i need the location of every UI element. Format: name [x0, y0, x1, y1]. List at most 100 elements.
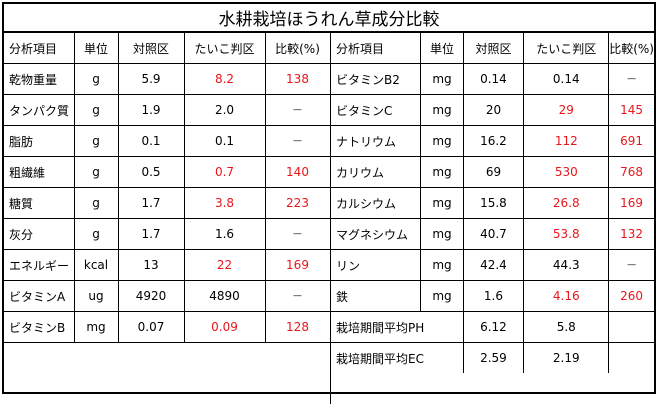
header-unit: 単位 — [74, 33, 118, 64]
unit-cell: mg — [421, 250, 463, 281]
control-value: 0.5 — [118, 157, 184, 188]
item-name: ナトリウム — [331, 126, 421, 157]
taiko-value: 8.2 — [184, 64, 265, 95]
control-value: 16.2 — [463, 126, 524, 157]
item-name: タンパク質 — [4, 95, 74, 126]
item-name: カルシウム — [331, 188, 421, 219]
ratio-value: 169 — [609, 188, 654, 219]
unit-cell: kcal — [74, 250, 118, 281]
unit-cell: g — [74, 126, 118, 157]
header-row: 分析項目 単位 対照区 たいこ判区 比較(%) — [4, 33, 330, 64]
header-ratio: 比較(%) — [265, 33, 330, 64]
header-unit: 単位 — [421, 33, 463, 64]
ratio-value: 145 — [609, 95, 654, 126]
item-name: 粗繊維 — [4, 157, 74, 188]
ratio-value: 260 — [609, 281, 654, 312]
table-title: 水耕栽培ほうれん草成分比較 — [4, 4, 654, 32]
unit-cell: g — [74, 64, 118, 95]
unit-cell: mg — [421, 126, 463, 157]
header-row: 分析項目 単位 対照区 たいこ判区 比較(%) — [331, 33, 655, 64]
header-taiko: たいこ判区 — [524, 33, 609, 64]
item-name: ビタミンB — [4, 312, 74, 343]
blank-cell — [4, 343, 330, 404]
ratio-value: 128 — [265, 312, 330, 343]
ratio-value — [609, 343, 654, 374]
taiko-value: 44.3 — [524, 250, 609, 281]
header-item: 分析項目 — [331, 33, 421, 64]
header-ratio: 比較(%) — [609, 33, 654, 64]
item-name: 糖質 — [4, 188, 74, 219]
ratio-value — [609, 312, 654, 343]
control-value: 1.6 — [463, 281, 524, 312]
ratio-value: — — [265, 95, 330, 126]
ratio-value: 140 — [265, 157, 330, 188]
item-name: 栽培期間平均EC — [331, 343, 464, 374]
ratio-value: 223 — [265, 188, 330, 219]
header-control: 対照区 — [118, 33, 184, 64]
control-value: 6.12 — [463, 312, 524, 343]
taiko-value: 1.6 — [184, 219, 265, 250]
taiko-value: 2.19 — [524, 343, 609, 374]
taiko-value: 3.8 — [184, 188, 265, 219]
item-name: エネルギー — [4, 250, 74, 281]
unit-cell: g — [74, 95, 118, 126]
taiko-value: 26.8 — [524, 188, 609, 219]
unit-cell: g — [74, 157, 118, 188]
control-value: 4920 — [118, 281, 184, 312]
control-value: 69 — [463, 157, 524, 188]
control-value: 40.7 — [463, 219, 524, 250]
taiko-value: 53.8 — [524, 219, 609, 250]
item-name: 栽培期間平均PH — [331, 312, 464, 343]
header-item: 分析項目 — [4, 33, 74, 64]
control-value: 13 — [118, 250, 184, 281]
ratio-value: 169 — [265, 250, 330, 281]
item-name: リン — [331, 250, 421, 281]
taiko-value: 530 — [524, 157, 609, 188]
item-name: 灰分 — [4, 219, 74, 250]
unit-cell: g — [74, 219, 118, 250]
control-value: 0.1 — [118, 126, 184, 157]
item-name: マグネシウム — [331, 219, 421, 250]
control-value: 5.9 — [118, 64, 184, 95]
control-value: 1.7 — [118, 188, 184, 219]
control-value: 0.07 — [118, 312, 184, 343]
item-name: 乾物重量 — [4, 64, 74, 95]
unit-cell: mg — [421, 188, 463, 219]
taiko-value: 4.16 — [524, 281, 609, 312]
control-value: 20 — [463, 95, 524, 126]
item-name: ビタミンC — [331, 95, 421, 126]
ratio-value: 138 — [265, 64, 330, 95]
item-name: 脂肪 — [4, 126, 74, 157]
unit-cell: mg — [421, 95, 463, 126]
control-value: 42.4 — [463, 250, 524, 281]
unit-cell: mg — [421, 64, 463, 95]
taiko-value: 4890 — [184, 281, 265, 312]
control-value: 15.8 — [463, 188, 524, 219]
control-value: 2.59 — [463, 343, 524, 374]
unit-cell: mg — [421, 281, 463, 312]
unit-cell: ug — [74, 281, 118, 312]
ratio-value: — — [265, 281, 330, 312]
unit-cell: mg — [421, 219, 463, 250]
taiko-value: 5.8 — [524, 312, 609, 343]
taiko-value: 29 — [524, 95, 609, 126]
control-value: 1.7 — [118, 219, 184, 250]
ratio-value: — — [265, 126, 330, 157]
unit-cell: mg — [74, 312, 118, 343]
